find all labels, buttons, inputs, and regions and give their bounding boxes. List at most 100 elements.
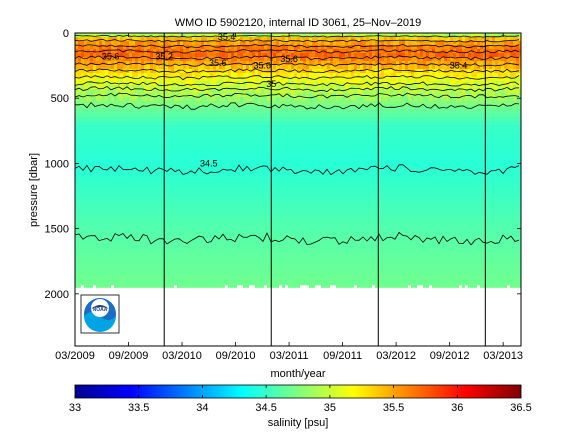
field-cell (234, 241, 238, 246)
field-cell (267, 73, 271, 78)
field-cell (279, 69, 283, 74)
field-cell (282, 169, 286, 174)
field-cell (240, 193, 244, 198)
field-cell (243, 249, 247, 254)
field-cell (186, 97, 190, 102)
field-cell (183, 229, 187, 234)
field-cell (264, 53, 268, 58)
field-cell (186, 169, 190, 174)
field-cell (159, 173, 163, 178)
field-cell (147, 121, 151, 126)
field-cell (243, 217, 247, 222)
field-cell (189, 209, 193, 214)
field-cell (108, 209, 112, 214)
field-cell (240, 277, 244, 282)
field-cell (294, 161, 298, 166)
field-cell (267, 121, 271, 126)
field-cell (288, 173, 292, 178)
field-cell (171, 33, 175, 38)
field-cell (243, 57, 247, 62)
field-cell (186, 113, 190, 118)
field-cell (75, 209, 79, 214)
field-cell (243, 41, 247, 46)
field-cell (303, 273, 307, 278)
field-cell (135, 53, 139, 58)
field-cell (102, 165, 106, 170)
field-cell (276, 137, 280, 142)
field-cell (126, 117, 130, 122)
field-cell (147, 101, 151, 106)
field-cell (255, 177, 259, 182)
field-cell (237, 153, 241, 158)
field-cell (270, 37, 274, 42)
field-cell (297, 221, 301, 226)
field-cell (267, 181, 271, 186)
field-cell (165, 249, 169, 254)
field-cell (261, 65, 265, 70)
field-cell (132, 41, 136, 46)
field-cell (183, 261, 187, 266)
field-cell (93, 169, 97, 174)
field-cell (213, 201, 217, 206)
field-cell (291, 89, 295, 94)
field-cell (249, 237, 253, 242)
field-cell (138, 85, 142, 90)
field-cell (198, 277, 202, 282)
field-cell (177, 189, 181, 194)
field-cell (255, 165, 259, 170)
field-cell (192, 177, 196, 182)
field-cell (108, 117, 112, 122)
field-cell (132, 281, 136, 286)
field-cell (117, 61, 121, 66)
field-cell (267, 61, 271, 66)
field-cell (270, 125, 274, 130)
field-cell (189, 173, 193, 178)
field-cell (186, 73, 190, 78)
field-cell (156, 261, 160, 266)
field-cell (216, 241, 220, 246)
field-cell (291, 129, 295, 134)
field-cell (240, 109, 244, 114)
field-cell (102, 45, 106, 50)
field-cell (294, 153, 298, 158)
field-cell (111, 137, 115, 142)
field-cell (234, 125, 238, 130)
field-cell (159, 205, 163, 210)
field-cell (201, 153, 205, 158)
field-cell (231, 185, 235, 190)
field-cell (177, 217, 181, 222)
field-cell (294, 89, 298, 94)
field-cell (255, 41, 259, 46)
field-cell (177, 201, 181, 206)
field-cell (192, 241, 196, 246)
field-cell (219, 281, 223, 286)
field-cell (147, 129, 151, 134)
field-cell (87, 253, 91, 258)
field-cell (117, 113, 121, 118)
field-cell (198, 117, 202, 122)
field-cell (243, 121, 247, 126)
field-cell (276, 225, 280, 230)
field-cell (99, 229, 103, 234)
field-cell (153, 133, 157, 138)
field-cell (303, 121, 307, 126)
field-cell (231, 245, 235, 250)
field-cell (285, 141, 289, 146)
field-cell (255, 145, 259, 150)
field-cell (297, 149, 301, 154)
field-cell (114, 141, 118, 146)
field-cell (87, 57, 91, 62)
field-cell (225, 145, 229, 150)
field-cell (108, 181, 112, 186)
field-cell (222, 261, 226, 266)
field-cell (294, 209, 298, 214)
field-cell (120, 197, 124, 202)
field-cell (111, 261, 115, 266)
field-cell (108, 265, 112, 270)
field-cell (141, 49, 145, 54)
field-cell (78, 33, 82, 38)
field-cell (201, 213, 205, 218)
field-cell (87, 45, 91, 50)
field-cell (129, 185, 133, 190)
field-cell (270, 277, 274, 282)
